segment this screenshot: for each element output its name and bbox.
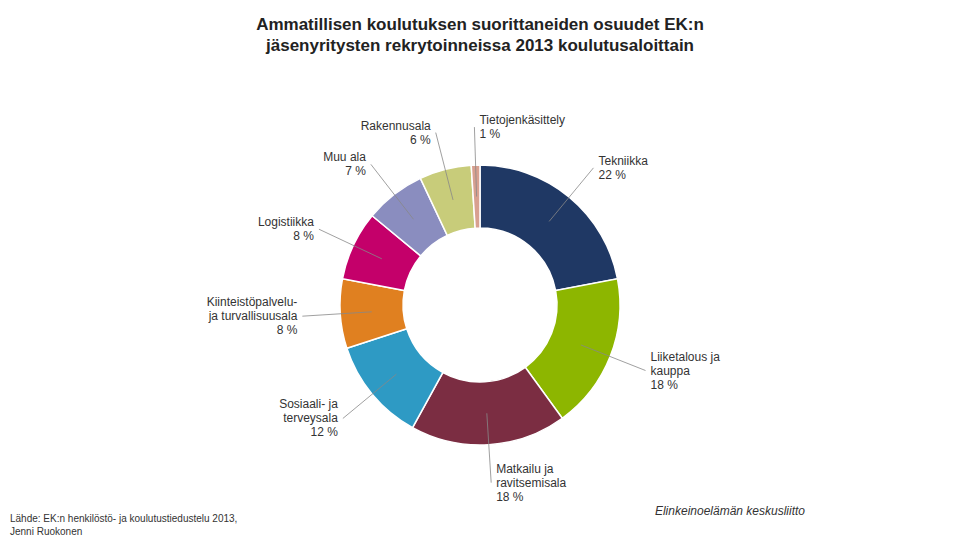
- slice-label: Muu ala7 %: [323, 150, 366, 178]
- text-line: Rakennusala: [361, 119, 431, 133]
- leader-line: [474, 127, 476, 196]
- slice-label: Tietojenkäsittely1 %: [479, 113, 565, 141]
- text-line: 8 %: [293, 229, 314, 243]
- slice-label: Liiketalous jakauppa18 %: [651, 350, 721, 392]
- text-line: Tietojenkäsittely: [479, 113, 565, 127]
- donut: [340, 165, 620, 445]
- text-line: Tekniikka: [598, 154, 648, 168]
- leader-line: [319, 229, 382, 259]
- text-line: Elinkeinoelämän keskusliitto: [655, 504, 805, 518]
- text-line: Liiketalous ja: [651, 350, 721, 364]
- text-line: Muu ala: [323, 150, 366, 164]
- text-line: Lähde: EK:n henkilöstö- ja koulutustiedu…: [10, 513, 237, 524]
- text-line: terveysala: [283, 411, 338, 425]
- slice-label: Kiinteistöpalvelu-ja turvallisuusala8 %: [207, 295, 298, 337]
- text-line: ja turvallisuusala: [208, 309, 298, 323]
- text-line: 18 %: [496, 490, 524, 504]
- leader-line: [436, 133, 453, 200]
- text-line: Kiinteistöpalvelu-: [207, 295, 298, 309]
- labels: Tekniikka22 %Liiketalous jakauppa18 %Mat…: [207, 113, 721, 504]
- text-line: 12 %: [310, 425, 338, 439]
- slice-label: Matkailu jaravitsemisala18 %: [496, 462, 566, 504]
- text-line: 1 %: [479, 127, 500, 141]
- slice-label: Logistiikka8 %: [258, 215, 314, 243]
- text-line: 8 %: [277, 323, 298, 337]
- text-line: 6 %: [410, 133, 431, 147]
- slice: [480, 165, 618, 291]
- leader-line: [371, 164, 414, 219]
- text-line: 18 %: [651, 378, 679, 392]
- slice-label: Sosiaali- jaterveysala12 %: [279, 397, 338, 439]
- source-note: Lähde: EK:n henkilöstö- ja koulutustiedu…: [10, 513, 237, 537]
- text-line: Ammatillisen koulutuksen suorittaneiden …: [256, 15, 704, 34]
- slice: [420, 165, 475, 235]
- text-line: jäsenyritysten rekrytoinneissa 2013 koul…: [265, 36, 694, 55]
- leader-line: [581, 345, 646, 371]
- leader-line: [487, 413, 491, 482]
- text-line: ravitsemisala: [496, 476, 566, 490]
- text-line: Matkailu ja: [496, 462, 554, 476]
- leader-line: [302, 312, 371, 316]
- title: Ammatillisen koulutuksen suorittaneiden …: [256, 15, 704, 55]
- slice-label: Tekniikka22 %: [598, 154, 648, 182]
- slice-label: Rakennusala6 %: [361, 119, 431, 147]
- chart: Ammatillisen koulutuksen suorittaneiden …: [0, 0, 960, 545]
- leader-line: [343, 374, 397, 418]
- text-line: Jenni Ruokonen: [10, 526, 82, 537]
- text-line: 22 %: [598, 168, 626, 182]
- text-line: Logistiikka: [258, 215, 314, 229]
- text-line: Sosiaali- ja: [279, 397, 338, 411]
- text-line: kauppa: [651, 364, 691, 378]
- leader-line: [549, 168, 593, 222]
- annotation: Elinkeinoelämän keskusliitto: [655, 504, 805, 518]
- text-line: 7 %: [345, 164, 366, 178]
